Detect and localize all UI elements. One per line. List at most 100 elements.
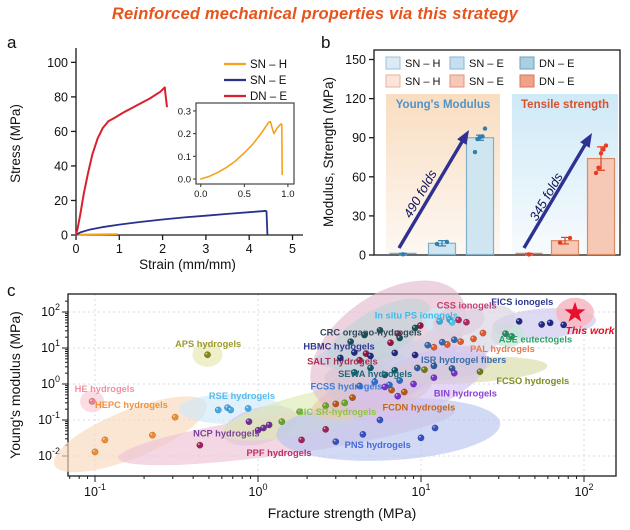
svg-text:Young's Modulus: Young's Modulus (396, 99, 491, 111)
svg-text:10-2: 10-2 (38, 446, 60, 463)
svg-text:0.3: 0.3 (178, 106, 191, 117)
svg-text:90: 90 (352, 131, 366, 145)
svg-text:101: 101 (41, 338, 60, 355)
cluster-he-hydrogels: HE hydrogels (75, 384, 135, 405)
cluster-sic-sr-hydrogels: SIC SR-hydrogels (278, 399, 377, 426)
svg-text:FCSS hydrogels: FCSS hydrogels (311, 382, 383, 392)
svg-text:DN – E: DN – E (539, 58, 574, 70)
cluster-rse-hydrogels: RSE hydrogels (209, 391, 275, 414)
cluster-sewa-hydrogels: SEWA hydrogels (338, 364, 412, 379)
this-work-marker: This work (564, 301, 616, 337)
panel-c-letter: c (7, 281, 16, 300)
svg-text:Stress (MPa): Stress (MPa) (8, 104, 23, 183)
svg-text:FICS ionogels: FICS ionogels (491, 297, 553, 307)
svg-text:Young's modulus (MPa): Young's modulus (MPa) (7, 311, 23, 459)
panel-a-stress-strain-chart: 0 1 2 3 4 5 0 20 40 60 80 100 Strain (mm/mm) Stress (… (8, 48, 303, 272)
cluster-fics-ionogels: FICS ionogels (491, 297, 568, 329)
cluster-bin-hydrogels: BIN hydrogels (381, 369, 497, 400)
svg-text:0: 0 (359, 249, 366, 263)
svg-text:APS hydrogels: APS hydrogels (175, 339, 241, 349)
cluster-hbmc-hydogels: HBMC hydogels (303, 342, 419, 362)
svg-text:FCSO hydrogels: FCSO hydrogels (496, 376, 569, 386)
svg-text:100: 100 (249, 482, 268, 499)
svg-text:Modulus, Strength (MPa): Modulus, Strength (MPa) (321, 77, 336, 227)
svg-text:CRC organo-hydrogels: CRC organo-hydrogels (320, 327, 422, 337)
svg-text:30: 30 (352, 209, 366, 223)
svg-text:10-1: 10-1 (38, 410, 60, 427)
cluster-ppf-hydrogels: PPF hydrogels (196, 425, 330, 458)
cluster-pal-hydrogels: PAL hydrogels (424, 329, 535, 354)
svg-text:5: 5 (289, 242, 296, 256)
svg-text:40: 40 (54, 159, 68, 173)
svg-text:BIN hydrogels: BIN hydrogels (434, 388, 497, 398)
svg-text:SN – H: SN – H (405, 58, 441, 70)
cluster-aps-hydrogels: APS hydrogels (175, 339, 241, 359)
svg-text:DN – E: DN – E (539, 76, 574, 88)
svg-text:0.2: 0.2 (178, 129, 191, 140)
svg-text:1: 1 (116, 242, 123, 256)
svg-text:PPF hydrogels: PPF hydrogels (246, 448, 311, 458)
svg-text:0.0: 0.0 (194, 189, 207, 200)
cluster-pns-hydrogels: PNS hydrogels (332, 416, 439, 450)
svg-text:2: 2 (159, 242, 166, 256)
svg-text:20: 20 (54, 194, 68, 208)
svg-text:SN – E: SN – E (469, 58, 504, 70)
svg-text:In situ PS ionogels: In situ PS ionogels (375, 310, 458, 320)
svg-text:HE hydrogels: HE hydrogels (75, 384, 135, 394)
svg-text:3: 3 (202, 242, 209, 256)
svg-text:CSS ionogels: CSS ionogels (437, 301, 497, 311)
panel-a-letter: a (7, 33, 17, 52)
svg-text:1.0: 1.0 (281, 189, 294, 200)
svg-text:RSE hydrogels: RSE hydrogels (209, 391, 275, 401)
svg-text:60: 60 (54, 125, 68, 139)
svg-text:SIC SR-hydrogels: SIC SR-hydrogels (298, 407, 377, 417)
figure-title: Reinforced mechanical properties via thi… (111, 5, 519, 23)
svg-text:101: 101 (412, 482, 431, 499)
svg-text:60: 60 (352, 170, 366, 184)
cluster-fcdn-hydrogels: FCDN hydrogels (332, 386, 455, 413)
svg-text:102: 102 (41, 302, 60, 319)
svg-text:SEWA hydrogels: SEWA hydrogels (338, 369, 412, 379)
cluster-crc-organo-hydrogels: CRC organo-hydrogels (320, 324, 422, 346)
svg-text:4: 4 (246, 242, 253, 256)
svg-text:Strain (mm/mm): Strain (mm/mm) (139, 257, 236, 272)
svg-text:0.5: 0.5 (238, 189, 251, 200)
svg-text:Tensile strength: Tensile strength (521, 99, 609, 111)
svg-text:0: 0 (61, 229, 68, 243)
svg-text:0.0: 0.0 (178, 175, 191, 186)
svg-text:102: 102 (575, 482, 594, 499)
svg-text:120: 120 (345, 92, 366, 106)
cluster-ase-eutectogels: ASE eutectogels (499, 330, 572, 345)
cluster-blobs (53, 280, 597, 473)
svg-text:ASE eutectogels: ASE eutectogels (499, 335, 572, 345)
svg-text:FCDN hydrogels: FCDN hydrogels (382, 403, 455, 413)
svg-text:SALT hydrogels: SALT hydrogels (307, 357, 378, 367)
svg-text:SN – H: SN – H (250, 59, 287, 71)
svg-text:HBMC hydogels: HBMC hydogels (303, 342, 374, 352)
svg-text:Fracture strength (MPa): Fracture strength (MPa) (268, 505, 417, 521)
svg-text:HEPC hydrogels: HEPC hydrogels (95, 400, 168, 410)
svg-text:SN – E: SN – E (469, 76, 504, 88)
svg-text:SN – E: SN – E (250, 75, 287, 87)
svg-text:This work: This work (565, 325, 615, 337)
svg-text:SN – H: SN – H (405, 76, 441, 88)
svg-text:10-1: 10-1 (84, 482, 106, 499)
cluster-hepc-hydrogels: HEPC hydrogels (91, 400, 179, 456)
svg-text:100: 100 (41, 374, 60, 391)
cluster-fcss-hydrogels: FCSS hydrogels (311, 377, 404, 392)
cluster-ncp-hydrogels: NCP hydrogels (193, 418, 273, 439)
svg-text:100: 100 (47, 56, 68, 70)
svg-text:ISR hydrogel fibers: ISR hydrogel fibers (421, 355, 506, 365)
cluster-fcso-hydrogels: FCSO hydrogels (421, 366, 569, 386)
svg-text:PAL hydrogels: PAL hydrogels (470, 344, 535, 354)
svg-text:80: 80 (54, 90, 68, 104)
svg-text:PNS hydrogels: PNS hydrogels (345, 440, 411, 450)
svg-text:0.1: 0.1 (178, 152, 191, 163)
panel-b-letter: b (321, 33, 331, 52)
svg-text:0: 0 (73, 242, 80, 256)
svg-text:DN – E: DN – E (250, 91, 287, 103)
svg-text:NCP hydrogels: NCP hydrogels (193, 429, 259, 439)
svg-text:150: 150 (345, 53, 366, 67)
